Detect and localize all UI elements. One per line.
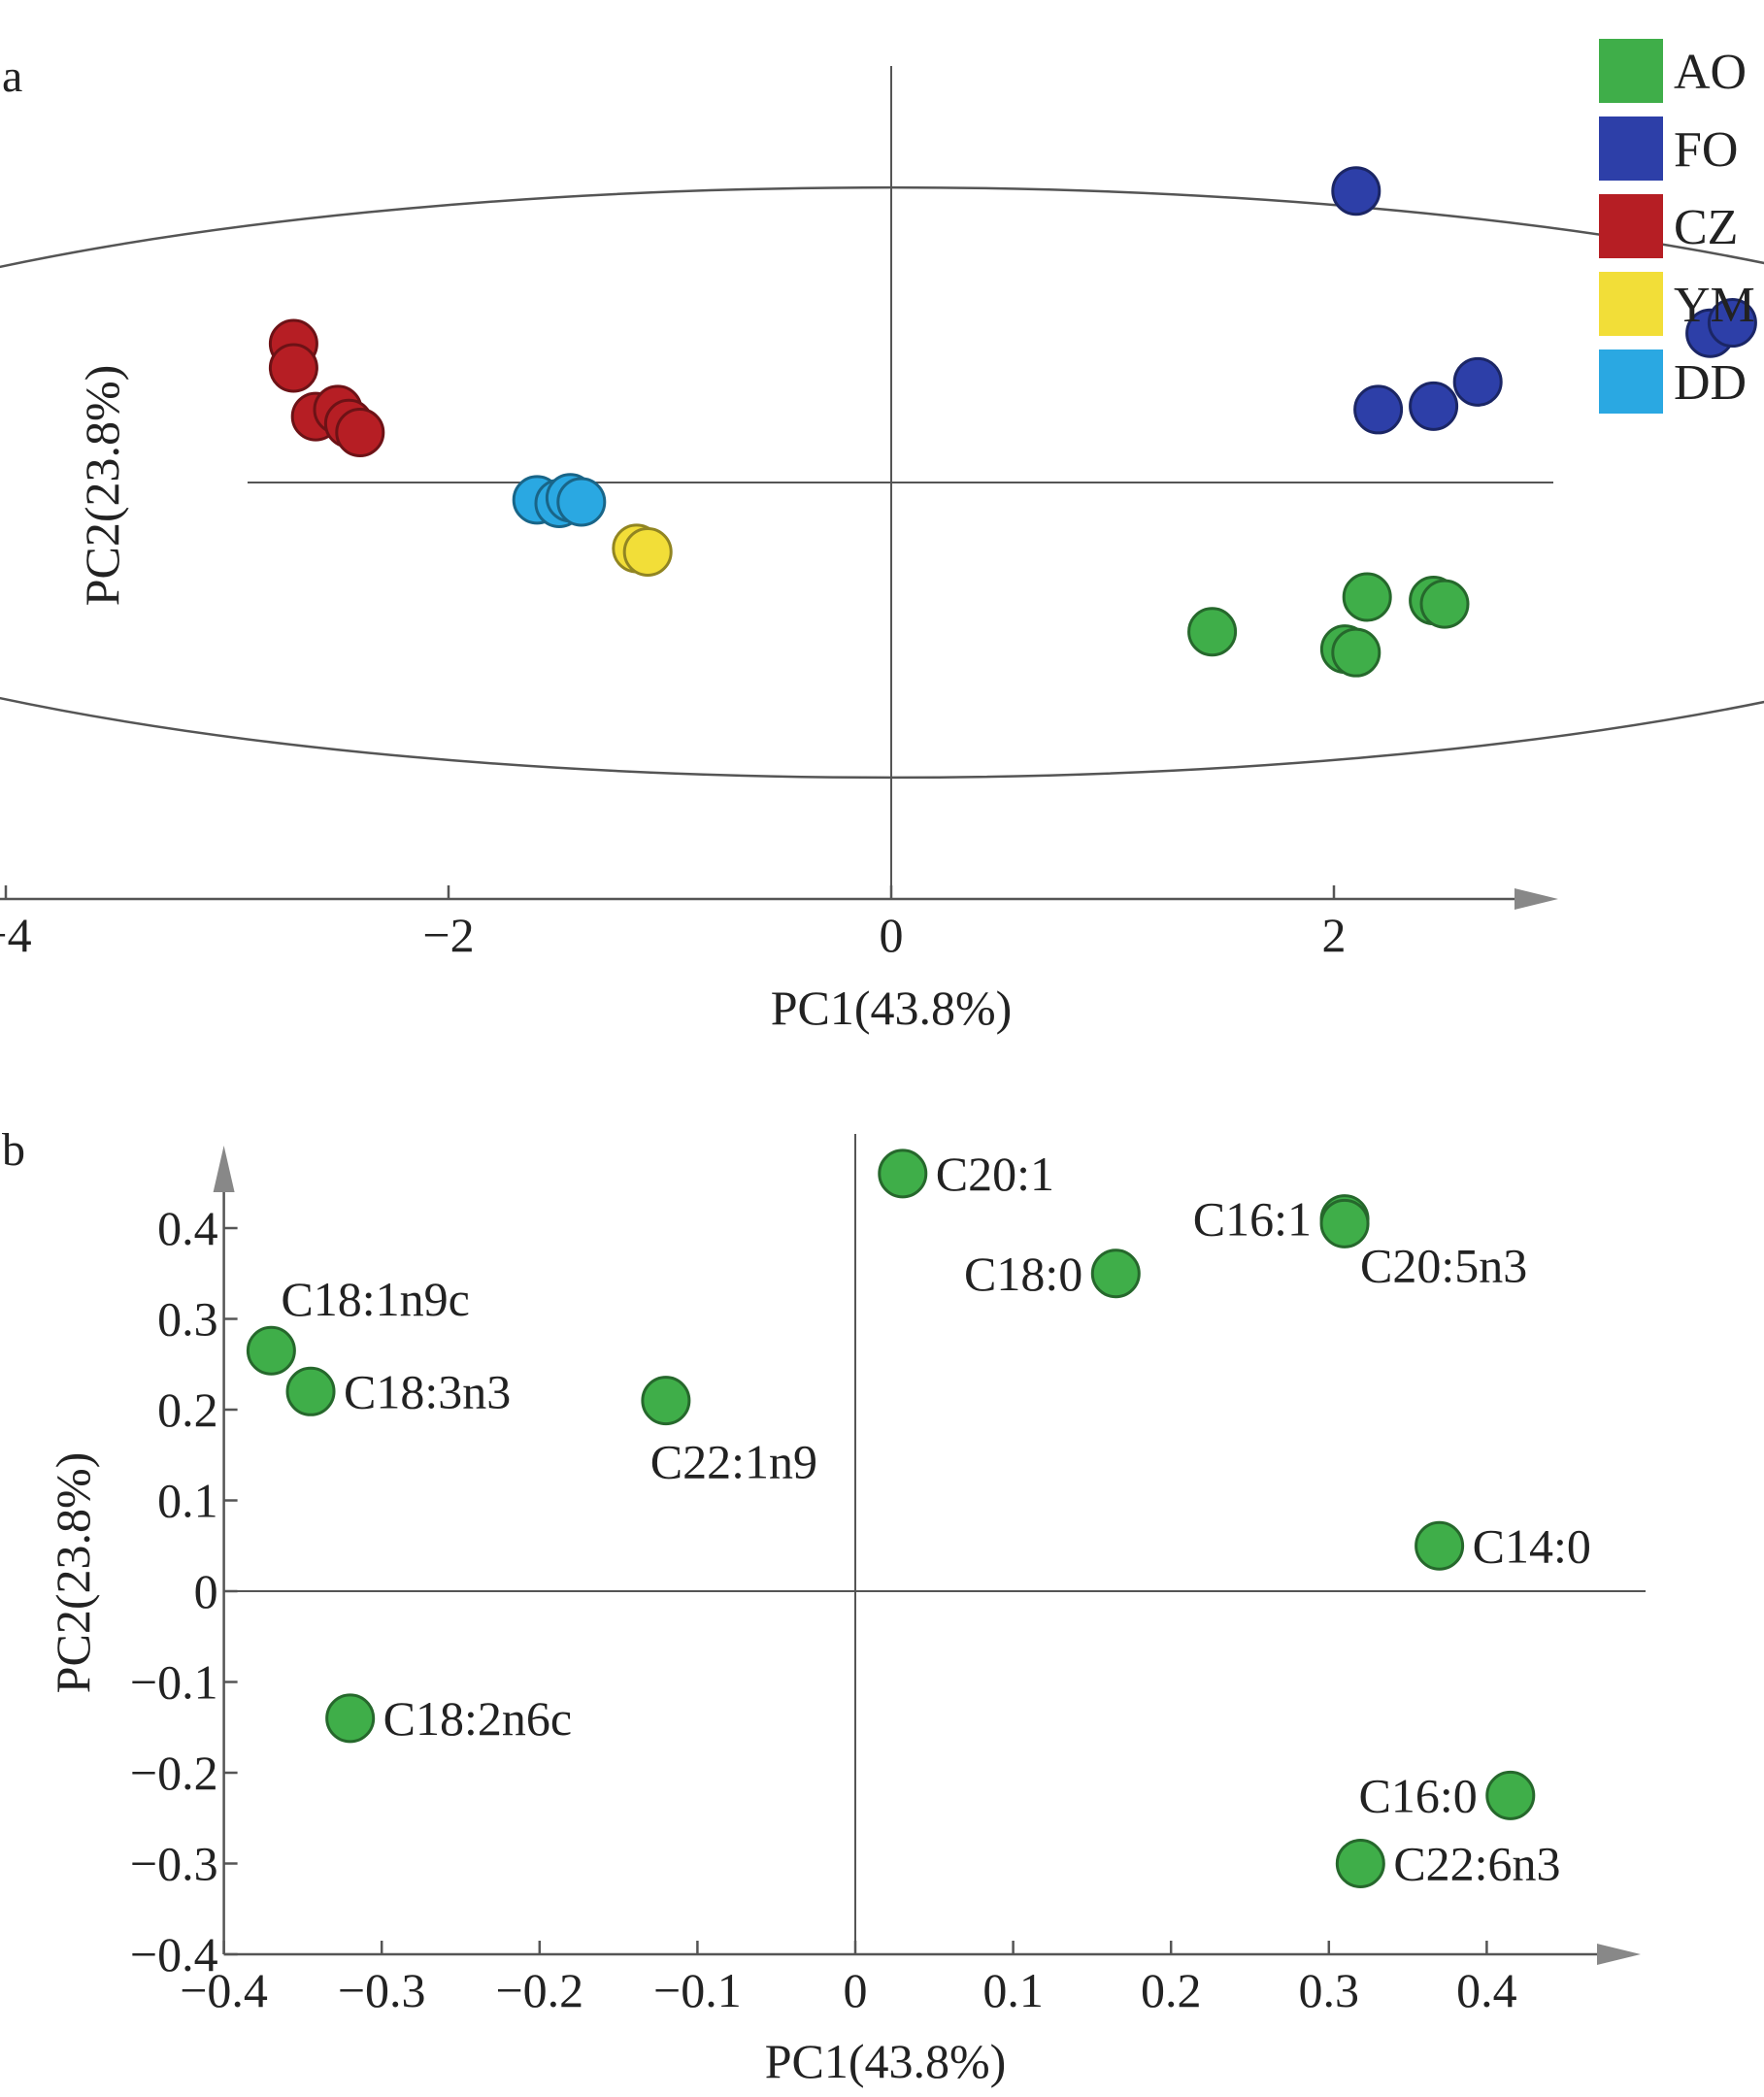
- legend-label-dd: DD: [1674, 355, 1747, 411]
- loading-point: [1485, 1770, 1536, 1820]
- panel-a-score-plot: a −6−4−2024543210−1−2−3−4−5−6 PC1(43.8%)…: [0, 39, 1764, 1035]
- panel-b-y-tick-label: 0.2: [157, 1382, 218, 1437]
- panel-b-y-axis-arrow: [213, 1146, 235, 1192]
- legend-swatch-cz: [1599, 194, 1663, 258]
- loading-point-label: C20:1: [936, 1147, 1054, 1201]
- panel-b-x-tick-label: 0: [844, 1963, 868, 2017]
- legend-label-cz: CZ: [1674, 200, 1738, 255]
- panel-a-x-axis-arrow: [1514, 888, 1558, 910]
- loading-point: [325, 1693, 376, 1744]
- panel-b-y-axis-title: PC2(23.8%): [46, 1452, 100, 1694]
- panel-b-y-tick-label: −0.3: [130, 1837, 218, 1891]
- point-fo: [1353, 384, 1404, 435]
- loading-point: [1335, 1839, 1385, 1888]
- panel-b-x-tick-label: 0.4: [1456, 1963, 1517, 2017]
- loading-point-label: C18:0: [964, 1247, 1082, 1301]
- panel-b-letter: b: [2, 1124, 25, 1176]
- series-ao: [1187, 572, 1470, 678]
- loading-point: [1319, 1198, 1370, 1248]
- panel-b-y-tick-label: −0.1: [130, 1655, 218, 1710]
- loading-point-label: C22:6n3: [1393, 1837, 1560, 1891]
- legend-label-ym: YM: [1674, 278, 1755, 333]
- series-ym: [612, 523, 673, 577]
- legend-swatch-dd: [1599, 350, 1663, 414]
- panel-a-letter: a: [2, 50, 22, 102]
- point-fo: [1707, 298, 1757, 349]
- legend-label-fo: FO: [1674, 122, 1738, 178]
- panel-b-x-tick-label: −0.3: [338, 1963, 426, 2017]
- loading-point: [1415, 1520, 1465, 1571]
- loading-point-label: C16:0: [1359, 1768, 1478, 1822]
- series-fo: [1331, 166, 1757, 435]
- panel-a-legend: AO FO CZ YM DD: [1599, 39, 1755, 414]
- panel-b-x-axis-title: PC1(43.8%): [765, 2034, 1007, 2088]
- legend-label-ao: AO: [1674, 45, 1747, 100]
- loading-point-label: C18:3n3: [344, 1364, 511, 1418]
- loading-point: [1090, 1248, 1141, 1299]
- series-dd: [512, 473, 607, 528]
- panel-b-x-tick-label: −0.2: [495, 1963, 583, 2017]
- legend-swatch-ao: [1599, 39, 1663, 103]
- panel-a-x-tick-label: 0: [880, 908, 904, 962]
- point-fo: [1331, 166, 1381, 216]
- panel-a-x-tick-label: 2: [1322, 908, 1347, 962]
- point-ao: [1187, 607, 1238, 657]
- panel-b-x-tick-label: 0.1: [982, 1963, 1044, 2017]
- legend-swatch-ym: [1599, 272, 1663, 336]
- panel-b-x-tick-label: −0.1: [653, 1963, 742, 2017]
- point-cz: [268, 343, 318, 393]
- panel-a-y-axis-title: PC2(23.8%): [75, 365, 129, 607]
- panel-b-y-tick-label: −0.2: [130, 1746, 218, 1800]
- loading-point-label: C16:1: [1193, 1192, 1312, 1247]
- loading-point: [641, 1376, 691, 1426]
- point-ym: [622, 527, 673, 577]
- panel-b-y-tick-label: 0: [194, 1564, 218, 1618]
- point-ao: [1342, 572, 1392, 622]
- point-ao: [1419, 579, 1470, 629]
- loading-point-label: C18:1n9c: [281, 1272, 469, 1326]
- loading-point-label: C20:5n3: [1360, 1238, 1527, 1292]
- point-ao: [1331, 627, 1381, 678]
- panel-b-y-tick-label: 0.4: [157, 1201, 218, 1255]
- panel-b-x-axis-arrow: [1597, 1944, 1641, 1965]
- series-cz: [268, 318, 385, 458]
- loading-point: [878, 1148, 928, 1199]
- point-fo: [1409, 381, 1459, 431]
- panel-b-loading-plot: b −0.4 −0.3 −0.2 −0.1 0 0.1 0.2 0.3 0.4 0.4 0.3 0.2…: [2, 1124, 1646, 2088]
- loading-point-label: C14:0: [1473, 1518, 1591, 1573]
- loading-point-label: C18:2n6c: [383, 1691, 572, 1746]
- panel-b-x-tick-label: −0.4: [180, 1963, 268, 2017]
- panel-b-y-tick-label: 0.1: [157, 1474, 218, 1528]
- point-dd: [556, 477, 607, 527]
- panel-b-y-tick-label: 0.3: [157, 1292, 218, 1347]
- panel-b-x-tick-label: 0.3: [1299, 1963, 1360, 2017]
- loading-point-label: C22:1n9: [650, 1435, 817, 1489]
- panel-a-x-axis-title: PC1(43.8%): [771, 981, 1013, 1035]
- point-cz: [335, 408, 385, 458]
- panel-b-x-tick-label: 0.2: [1141, 1963, 1202, 2017]
- loading-point: [285, 1366, 336, 1416]
- panel-a-x-tick-label: −2: [422, 908, 474, 962]
- loading-point: [246, 1325, 296, 1376]
- panel-b-y-tick-label: −0.4: [130, 1927, 218, 1981]
- legend-swatch-fo: [1599, 116, 1663, 181]
- panel-a-x-tick-label: −4: [0, 908, 32, 962]
- point-fo: [1452, 356, 1503, 407]
